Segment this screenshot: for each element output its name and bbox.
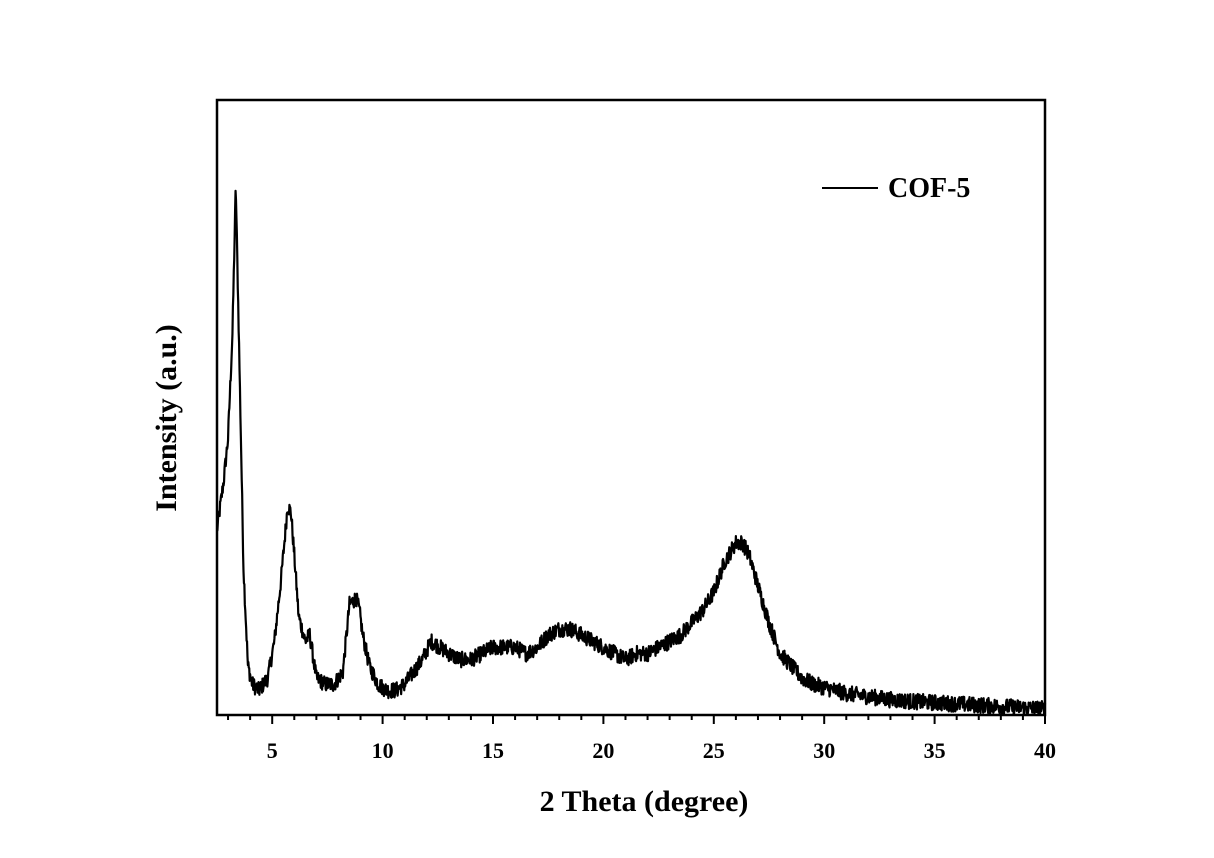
- x-tick-label: 40: [1034, 738, 1056, 763]
- y-axis-title: Intensity (a.u.): [150, 324, 183, 512]
- x-tick-label: 10: [372, 738, 394, 763]
- x-tick-label: 25: [703, 738, 725, 763]
- x-axis-tick-labels: 5 10 15 20 25 30 35 40: [267, 738, 1056, 763]
- x-tick-label: 20: [592, 738, 614, 763]
- x-tick-label: 35: [924, 738, 946, 763]
- x-axis-ticks: [227, 715, 1046, 724]
- series-line-cof-5: [215, 189, 1047, 715]
- x-tick-label: 5: [267, 738, 278, 763]
- x-axis-title: 2 Theta (degree): [540, 785, 749, 818]
- legend-label: COF-5: [888, 173, 970, 204]
- legend: COF-5: [822, 173, 970, 204]
- x-tick-label: 30: [813, 738, 835, 763]
- plot-frame: [215, 98, 1047, 717]
- x-tick-label: 15: [482, 738, 504, 763]
